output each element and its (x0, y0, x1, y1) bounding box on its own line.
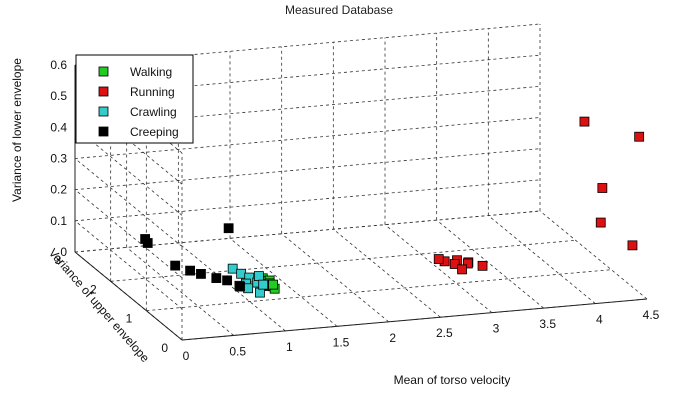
floor-grid-line (436, 219, 544, 309)
legend-label-running: Running (130, 85, 175, 99)
y-axis-label: Variance of upper envelope (46, 246, 152, 366)
legend-label-crawling: Crawling (130, 105, 177, 119)
data-point-running (579, 116, 590, 127)
data-point-creeping (185, 265, 196, 276)
series-creeping (140, 223, 245, 292)
legend-label-creeping: Creeping (130, 125, 179, 139)
floor-grid-line (384, 224, 493, 313)
data-point-running (477, 260, 488, 271)
floor-grid-line (281, 233, 389, 323)
data-point-crawling (227, 263, 238, 274)
data-point-walking (268, 279, 279, 290)
series-running (433, 116, 645, 275)
side-wall-grid-line (74, 158, 183, 247)
x-axis-label: Mean of torso velocity (394, 373, 511, 387)
legend-box (75, 54, 194, 144)
data-point-running (634, 131, 645, 142)
axes-box (74, 65, 648, 341)
z-tick-label: 0.3 (50, 152, 67, 166)
z-tick-label: 0.5 (50, 89, 67, 103)
z-axis-label: Variance of lower envelope (10, 58, 24, 202)
floor-grid-line (229, 238, 338, 327)
y-tick-label: 0 (161, 341, 168, 355)
data-point-running (597, 183, 608, 193)
legend-marker-running (98, 86, 109, 97)
z-tick-label: 0.4 (50, 120, 67, 134)
data-point-running (449, 259, 460, 269)
data-point-creeping (211, 273, 222, 283)
legend: Walking Running Crawling Creeping (75, 54, 194, 144)
x-tick-label: 4.5 (643, 308, 660, 322)
legend-marker-creeping (98, 126, 109, 137)
floor-grid-line (488, 215, 596, 304)
y-tick-label: 2 (90, 282, 97, 296)
floor-grid-line (178, 242, 286, 332)
series-crawling (227, 263, 269, 298)
data-point-running (627, 240, 638, 251)
tick-labels: 0 0.5 1 1.5 2 2.5 3 3.5 4 4.5012300.10.20.30.40.5… (50, 58, 659, 363)
data-point-creeping (222, 275, 233, 286)
z-tick-label: 0.6 (50, 58, 67, 72)
x-tick-label: 2 (389, 331, 396, 345)
data-point-creeping (140, 234, 151, 244)
x-tick-label: 4 (596, 313, 603, 327)
chart-title: Measured Database (285, 3, 393, 17)
x-tick-label: 2.5 (436, 326, 453, 340)
y-tick-label: 1 (126, 312, 133, 326)
data-point-running (433, 254, 444, 264)
z-tick-label: 0.2 (50, 183, 67, 197)
x-tick-label: 1.5 (333, 335, 350, 349)
data-point-creeping (196, 269, 206, 279)
data-point-creeping (223, 223, 234, 234)
y-axis-line (74, 251, 183, 341)
x-tick-label: 0 (183, 349, 190, 363)
data-point-creeping (235, 281, 245, 292)
data-point-running (595, 217, 606, 228)
data-point-crawling (258, 279, 269, 290)
z-tick-label: 0 (60, 245, 67, 259)
x-tick-label: 1 (286, 340, 293, 354)
data-point-running (457, 264, 467, 275)
z-tick-label: 0.1 (50, 214, 67, 228)
x-tick-label: 0.5 (229, 344, 246, 358)
floor-grid-line (333, 228, 441, 318)
y-tick-label: 3 (54, 253, 61, 267)
floor-grid-line (110, 239, 576, 282)
side-wall-grid-line (74, 220, 183, 310)
legend-marker-crawling (98, 106, 109, 117)
back-wall-grid-line (74, 148, 541, 191)
x-axis-line (181, 298, 648, 341)
data-point-running (462, 258, 473, 269)
floor-grid-line (126, 247, 234, 336)
side-wall-grid-line (74, 189, 183, 278)
legend-marker-walking (98, 66, 109, 77)
data-point-crawling (243, 283, 254, 294)
data-points (140, 116, 645, 298)
data-point-creeping (170, 260, 181, 271)
data-point-crawling (253, 271, 264, 281)
x-tick-label: 3 (493, 322, 500, 336)
data-point-crawling (236, 268, 247, 279)
x-tick-label: 3.5 (539, 317, 556, 331)
back-wall-grid-line (74, 179, 541, 222)
legend-label-walking: Walking (130, 65, 172, 79)
floor-grid-line (539, 210, 648, 300)
